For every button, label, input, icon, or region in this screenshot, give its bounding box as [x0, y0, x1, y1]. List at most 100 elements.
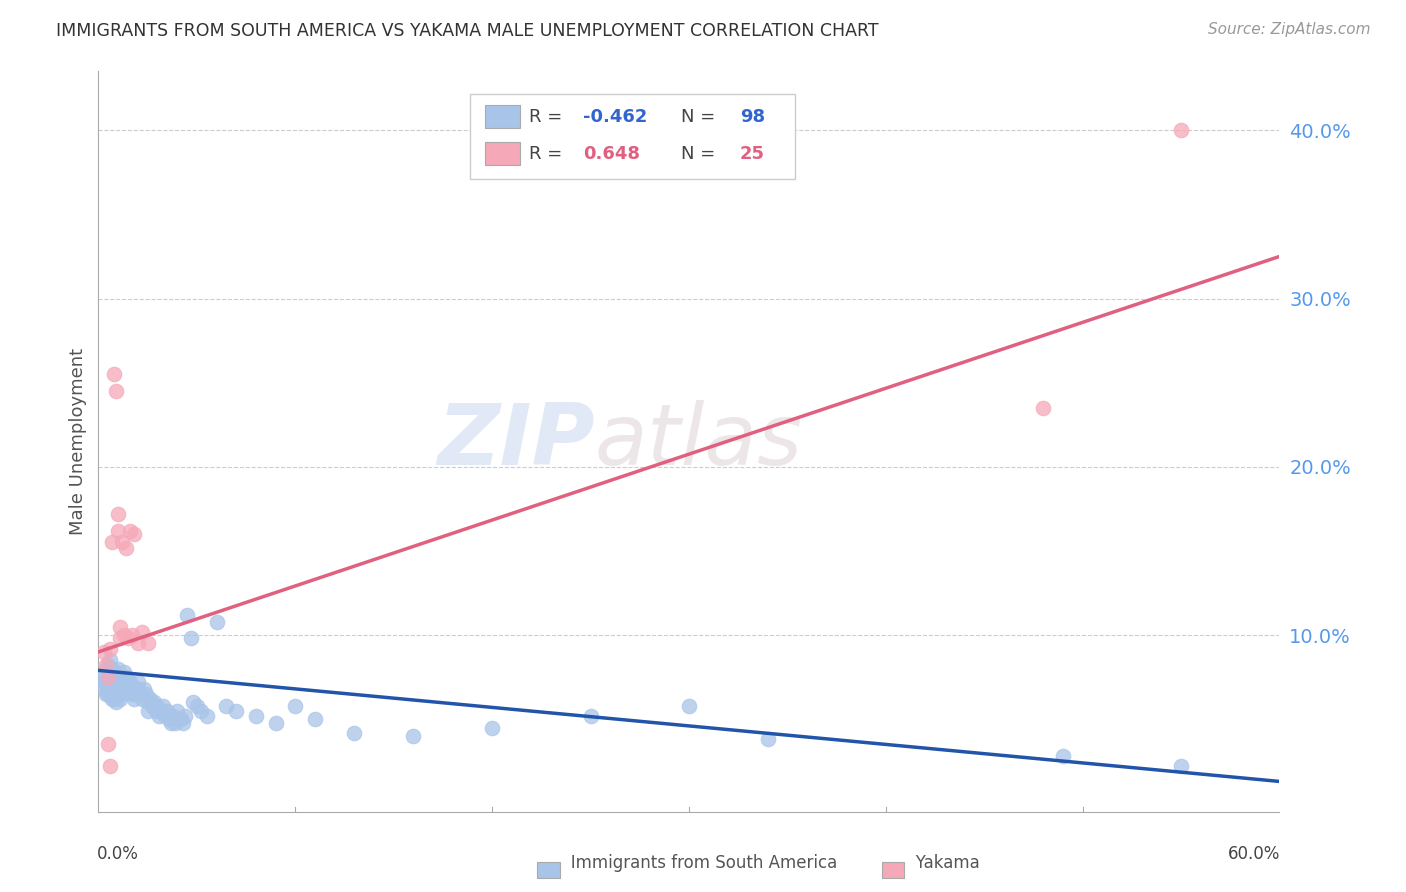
- Point: [108, 681, 131, 696]
- Point: [132, 681, 155, 696]
- Point: [138, 692, 160, 706]
- Point: [121, 679, 143, 693]
- Text: 60.0%: 60.0%: [1229, 845, 1281, 863]
- Point: [111, 687, 134, 701]
- Point: [93, 681, 115, 696]
- Point: [115, 679, 138, 693]
- Point: [135, 687, 157, 701]
- Point: [96, 687, 118, 701]
- Point: [678, 698, 700, 713]
- Point: [101, 681, 124, 696]
- Point: [103, 675, 125, 690]
- Point: [152, 698, 174, 713]
- Point: [93, 645, 115, 659]
- Point: [101, 535, 124, 549]
- Point: [93, 675, 115, 690]
- FancyBboxPatch shape: [471, 94, 796, 178]
- Point: [107, 679, 129, 693]
- Y-axis label: Male Unemployment: Male Unemployment: [69, 348, 87, 535]
- Point: [146, 698, 169, 713]
- Text: N =: N =: [681, 145, 721, 162]
- Point: [245, 708, 267, 723]
- Point: [150, 704, 173, 718]
- Point: [91, 670, 114, 684]
- Point: [121, 628, 143, 642]
- Point: [166, 704, 188, 718]
- FancyBboxPatch shape: [485, 142, 520, 165]
- Point: [98, 665, 121, 679]
- Point: [115, 541, 138, 555]
- Point: [111, 679, 134, 693]
- Point: [105, 695, 128, 709]
- Point: [156, 704, 179, 718]
- Point: [136, 704, 159, 718]
- Point: [107, 524, 129, 538]
- Point: [195, 708, 218, 723]
- Text: N =: N =: [681, 108, 721, 126]
- Point: [1052, 749, 1074, 764]
- Point: [121, 687, 143, 701]
- Point: [108, 619, 131, 633]
- Point: [107, 662, 129, 676]
- Text: 0.648: 0.648: [582, 145, 640, 162]
- Point: [117, 673, 139, 688]
- Point: [174, 708, 197, 723]
- Point: [1032, 401, 1054, 415]
- Point: [118, 685, 141, 699]
- Point: [117, 632, 139, 646]
- Point: [105, 679, 128, 693]
- Point: [160, 715, 183, 730]
- Point: [97, 679, 120, 693]
- Point: [127, 636, 149, 650]
- Point: [112, 675, 135, 690]
- Point: [157, 712, 180, 726]
- Point: [107, 670, 129, 684]
- Point: [103, 368, 125, 382]
- Point: [127, 681, 149, 696]
- Point: [1170, 123, 1192, 137]
- Point: [136, 695, 159, 709]
- Point: [136, 636, 159, 650]
- Point: [107, 687, 129, 701]
- Point: [402, 729, 425, 743]
- Point: [96, 662, 118, 676]
- Point: [165, 715, 187, 730]
- Point: [170, 712, 193, 726]
- Point: [103, 681, 125, 696]
- Point: [176, 607, 198, 622]
- Point: [111, 670, 134, 684]
- Point: [115, 670, 138, 684]
- Point: [97, 665, 120, 679]
- Point: [186, 698, 208, 713]
- Point: [97, 687, 120, 701]
- Point: [304, 712, 326, 726]
- Point: [101, 670, 124, 684]
- Point: [284, 698, 307, 713]
- Point: [98, 681, 121, 696]
- Point: [103, 665, 125, 679]
- Point: [343, 725, 366, 739]
- Point: [162, 708, 184, 723]
- Point: [190, 704, 212, 718]
- Text: ZIP: ZIP: [437, 400, 595, 483]
- Point: [142, 695, 165, 709]
- Point: [107, 507, 129, 521]
- Point: [155, 708, 177, 723]
- Point: [98, 759, 121, 773]
- Point: [111, 535, 134, 549]
- Point: [122, 692, 145, 706]
- Point: [215, 698, 238, 713]
- Text: Immigrants from South America: Immigrants from South America: [534, 855, 838, 872]
- Point: [98, 675, 121, 690]
- Point: [96, 658, 118, 673]
- Point: [128, 687, 150, 701]
- Text: 0.0%: 0.0%: [97, 845, 139, 863]
- Point: [101, 692, 124, 706]
- Point: [180, 632, 202, 646]
- Point: [756, 732, 779, 747]
- Text: atlas: atlas: [595, 400, 803, 483]
- Point: [112, 628, 135, 642]
- Point: [148, 708, 170, 723]
- Point: [108, 632, 131, 646]
- Point: [579, 708, 602, 723]
